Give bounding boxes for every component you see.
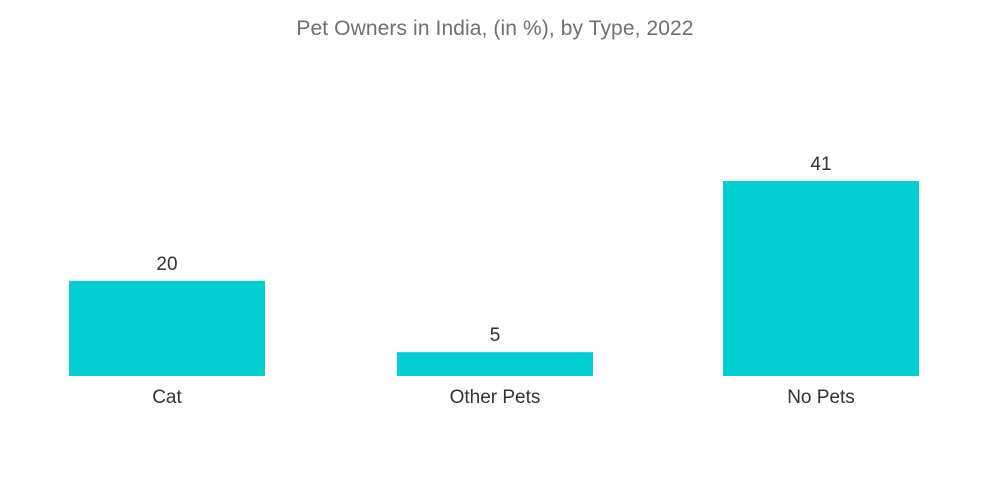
value-label-other-pets: 5: [490, 325, 501, 346]
chart-title: Pet Owners in India, (in %), by Type, 20…: [296, 17, 694, 40]
bars-group: [69, 181, 919, 376]
value-label-no-pets: 41: [810, 154, 831, 175]
value-label-cat: 20: [156, 254, 177, 275]
bar-cat: [69, 280, 265, 376]
category-label-cat: Cat: [152, 387, 182, 408]
category-label-other-pets: Other Pets: [450, 387, 541, 408]
bar-other-pets: [397, 352, 593, 376]
value-labels-group: 20 5 41: [156, 154, 831, 346]
bar-no-pets: [723, 181, 919, 376]
category-labels-group: Cat Other Pets No Pets: [152, 387, 855, 408]
category-label-no-pets: No Pets: [787, 387, 855, 408]
